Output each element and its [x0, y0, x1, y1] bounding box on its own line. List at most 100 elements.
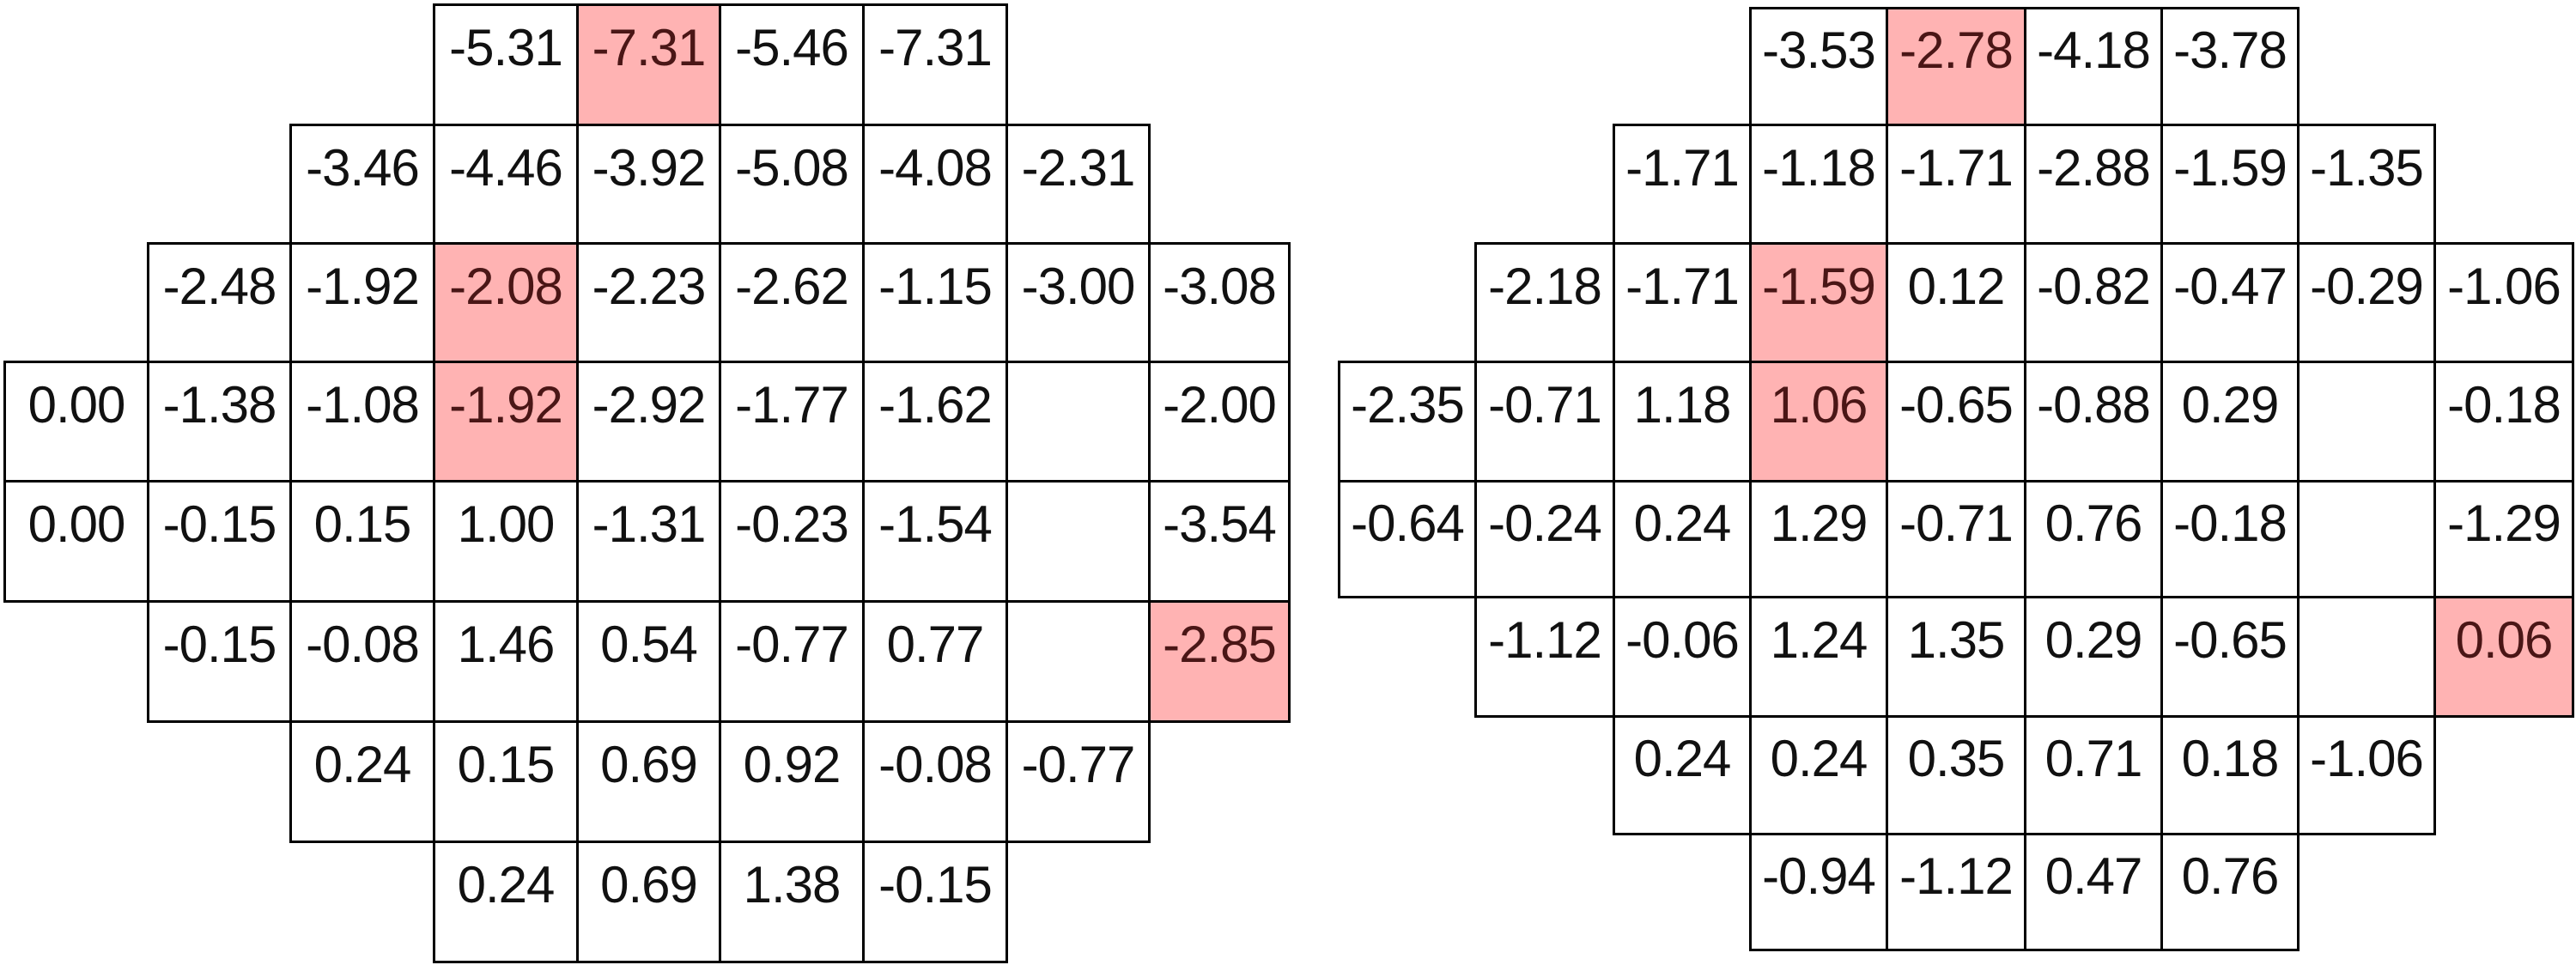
cell-value: -1.12 — [1899, 847, 2014, 905]
cell-value: -1.71 — [1625, 138, 1740, 197]
cell-value: -2.62 — [735, 257, 849, 315]
cell-value: 1.29 — [1770, 494, 1868, 552]
cell-value: 0.69 — [600, 736, 698, 794]
grid-cell: 1.00 — [433, 480, 579, 603]
grid-cell: 1.38 — [719, 841, 865, 963]
cell-value: 0.35 — [1907, 730, 2006, 788]
grid-cell: -3.53 — [1749, 7, 1888, 126]
cell-value: -1.62 — [878, 375, 993, 434]
grid-cell: -1.71 — [1613, 242, 1752, 363]
grid-cell: -2.18 — [1474, 242, 1615, 363]
cell-value: 0.24 — [1633, 494, 1732, 552]
grid-cell — [1005, 600, 1151, 723]
cell-value: -0.88 — [2037, 375, 2151, 434]
grid-cell: -4.46 — [433, 124, 579, 245]
cell-value: -3.92 — [592, 138, 707, 197]
grid-cell: -0.94 — [1749, 833, 1888, 951]
cell-value: -1.06 — [2447, 257, 2561, 315]
cell-value: 1.18 — [1633, 375, 1732, 434]
cell-value: 1.00 — [457, 495, 556, 554]
grid-cell: 0.76 — [2024, 480, 2163, 598]
cell-value: 0.92 — [743, 736, 841, 794]
cell-value: 0.29 — [2181, 375, 2280, 434]
grid-cell: -0.15 — [147, 480, 292, 603]
cell-value: -1.71 — [1899, 138, 2014, 197]
grid-cell: -2.23 — [576, 242, 721, 363]
grid-cell: 0.29 — [2160, 361, 2300, 482]
cell-value: -1.54 — [878, 495, 993, 554]
grid-cell: -5.08 — [719, 124, 865, 245]
cell-value: 0.47 — [2044, 847, 2143, 905]
cell-value: -3.53 — [1762, 21, 1876, 79]
grid-cell: 1.35 — [1886, 596, 2026, 718]
cell-value: -2.78 — [1899, 21, 2014, 79]
cell-value: -0.15 — [162, 616, 277, 674]
cell-value: -1.06 — [2310, 730, 2424, 788]
cell-value: -7.31 — [878, 19, 993, 77]
grid-cell: 0.12 — [1886, 242, 2026, 363]
cell-value: -0.24 — [1488, 494, 1602, 552]
cell-value: -2.88 — [2037, 138, 2151, 197]
cell-value: -2.92 — [592, 375, 707, 434]
grid-cell: -5.31 — [433, 3, 579, 126]
cell-value: -0.77 — [735, 616, 849, 674]
cell-value: -2.85 — [1163, 616, 1277, 674]
grid-cell: -7.31 — [576, 3, 721, 126]
cell-value: 0.54 — [600, 616, 698, 674]
grid-cell: 1.06 — [1749, 361, 1888, 482]
cell-value: -0.08 — [878, 736, 993, 794]
cell-value: -0.15 — [162, 495, 277, 554]
grid-cell: -0.08 — [862, 720, 1008, 843]
cell-value: 0.00 — [27, 375, 126, 434]
cell-value: -3.00 — [1021, 257, 1136, 315]
cell-value: -2.23 — [592, 257, 707, 315]
cell-value: -3.54 — [1163, 495, 1277, 554]
grid-cell: -3.08 — [1148, 242, 1291, 363]
cell-value: -0.65 — [1899, 375, 2014, 434]
cell-value: -0.06 — [1625, 610, 1740, 669]
cell-value: 0.15 — [457, 736, 556, 794]
grid-cell: -0.82 — [2024, 242, 2163, 363]
grid-cell: -1.31 — [576, 480, 721, 603]
grid-cell: 0.18 — [2160, 715, 2300, 835]
cell-value: -1.18 — [1762, 138, 1876, 197]
grid-cell: -1.35 — [2297, 124, 2436, 245]
grid-cell: -2.62 — [719, 242, 865, 363]
grid-cell: 0.77 — [862, 600, 1008, 723]
cell-value: -1.29 — [2447, 494, 2561, 552]
grid-cell: -1.15 — [862, 242, 1008, 363]
grid-cell: 0.24 — [1749, 715, 1888, 835]
grid-cell: -0.29 — [2297, 242, 2436, 363]
grid-cell: -3.78 — [2160, 7, 2300, 126]
grid-cell: -0.77 — [1005, 720, 1151, 843]
grid-cell: -1.77 — [719, 361, 865, 482]
grid-cell: -0.08 — [289, 600, 435, 723]
grid-cell: -1.06 — [2297, 715, 2436, 835]
cell-value: 1.06 — [1770, 375, 1868, 434]
cell-value: -0.15 — [878, 856, 993, 914]
cell-value: 0.76 — [2181, 847, 2280, 905]
cell-value: 0.77 — [886, 616, 985, 674]
cell-value: -4.18 — [2037, 21, 2151, 79]
grid-cell: -1.54 — [862, 480, 1008, 603]
grid-cell: -1.12 — [1474, 596, 1615, 718]
grid-cell: 0.15 — [433, 720, 579, 843]
cell-value: -2.31 — [1021, 138, 1136, 197]
cell-value: -4.46 — [449, 138, 563, 197]
grid-cell: -2.85 — [1148, 600, 1291, 723]
grid-cell: -1.59 — [1749, 242, 1888, 363]
grid-cell: 0.00 — [3, 361, 149, 482]
grid-cell: 1.24 — [1749, 596, 1888, 718]
cell-value: -0.65 — [2173, 610, 2287, 669]
cell-value: -5.46 — [735, 19, 849, 77]
grid-cell: 0.24 — [289, 720, 435, 843]
grid-cell: -0.06 — [1613, 596, 1752, 718]
grid-cell — [2297, 480, 2436, 598]
cell-value: 0.00 — [27, 495, 126, 554]
grid-cell: -1.18 — [1749, 124, 1888, 245]
grid-cell: -2.48 — [147, 242, 292, 363]
cell-value: -2.35 — [1351, 375, 1465, 434]
grid-cell: 0.24 — [433, 841, 579, 963]
cell-value: -0.18 — [2447, 375, 2561, 434]
grid-cell: -3.00 — [1005, 242, 1151, 363]
